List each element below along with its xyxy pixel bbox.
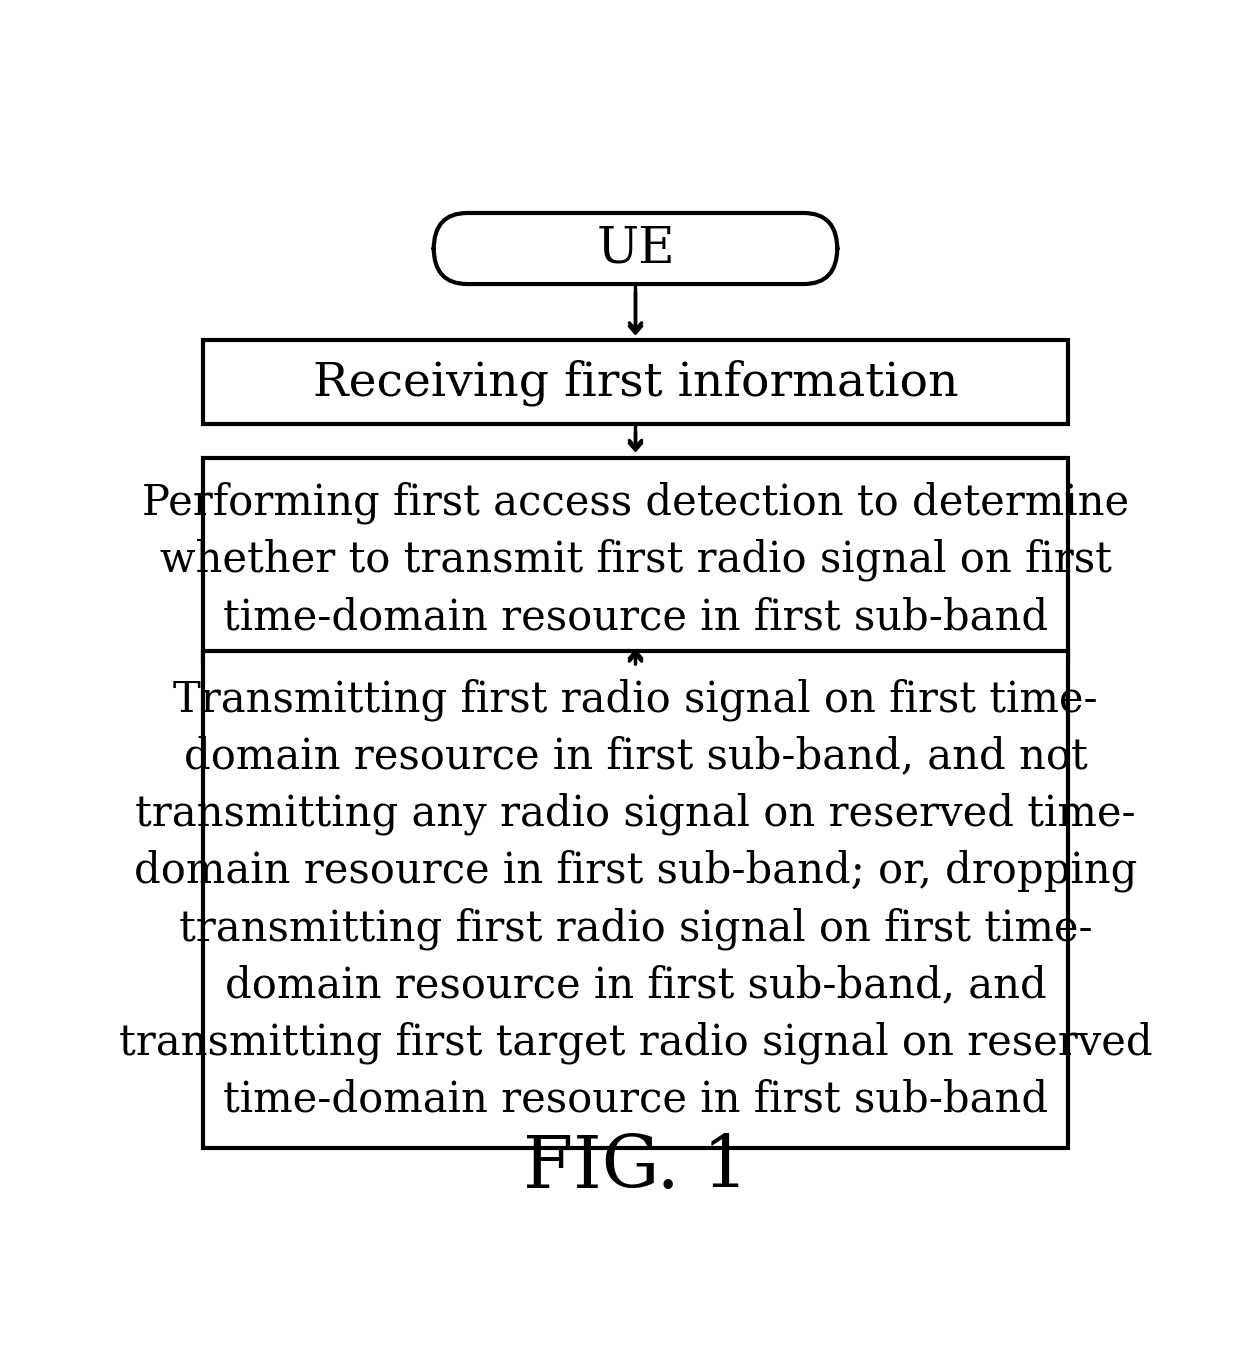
Text: Performing first access detection to determine
whether to transmit first radio s: Performing first access detection to det… (141, 482, 1130, 638)
Text: FIG. 1: FIG. 1 (523, 1133, 748, 1204)
Bar (203, 651, 1068, 1148)
Text: UE: UE (596, 224, 675, 273)
Text: Receiving first information: Receiving first information (312, 360, 959, 406)
Bar (203, 459, 1068, 662)
Bar (203, 341, 1068, 423)
FancyBboxPatch shape (434, 213, 837, 284)
Text: Transmitting first radio signal on first time-
domain resource in first sub-band: Transmitting first radio signal on first… (119, 678, 1152, 1121)
